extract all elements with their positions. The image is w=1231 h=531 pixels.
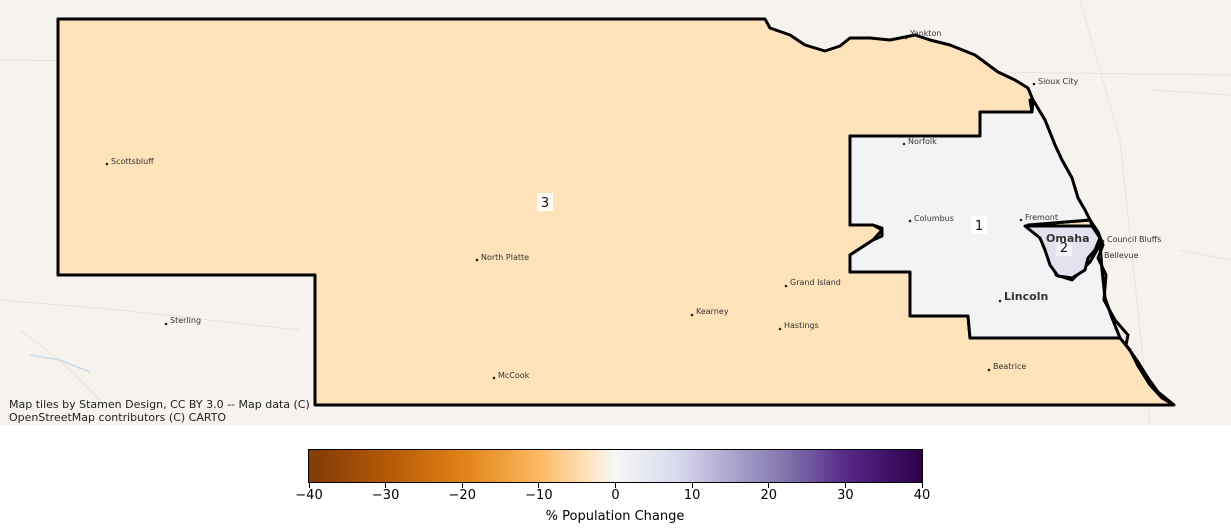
colorbar-tick (538, 483, 540, 488)
colorbar-tick-label: −30 (371, 488, 400, 503)
city-label-bellevue: Bellevue (1104, 251, 1139, 260)
colorbar-label: % Population Change (545, 509, 685, 524)
city-dot (904, 36, 908, 40)
district-3-label: 3 (541, 196, 549, 211)
city-dot (475, 258, 479, 262)
colorbar-tick-label: 0 (611, 488, 620, 503)
city-label-sioux-city: Sioux City (1038, 77, 1078, 86)
city-label-council-bluffs: Council Bluffs (1107, 235, 1161, 244)
city-label-lincoln: Lincoln (1004, 290, 1048, 303)
city-label-columbus: Columbus (914, 214, 954, 223)
city-label-yankton: Yankton (909, 29, 942, 38)
colorbar-tick-label: −40 (295, 488, 323, 503)
city-dot (492, 376, 496, 380)
city-label-grand-island: Grand Island (790, 278, 841, 287)
colorbar-tick (844, 483, 846, 488)
city-dot (105, 162, 109, 166)
colorbar-tick (385, 483, 387, 488)
city-dot (987, 368, 991, 372)
city-dot (690, 313, 694, 317)
colorbar-tick (308, 483, 310, 488)
district-1-label: 1 (975, 219, 983, 234)
city-dot (784, 284, 788, 288)
city-label-sterling: Sterling (170, 316, 201, 325)
colorbar-tick (461, 483, 463, 488)
basemap-river (29, 354, 91, 373)
colorbar-gradient (308, 449, 923, 483)
city-dot (164, 322, 168, 326)
district-labels: 3 1 2 (537, 193, 1072, 256)
city-label-mccook: McCook (498, 371, 530, 380)
city-dot (1019, 218, 1023, 222)
colorbar (308, 449, 923, 483)
city-dot (902, 142, 906, 146)
city-markers: Yankton Sioux City Norfolk Scottsbluff C… (105, 29, 1161, 380)
city-label-scottsbluff: Scottsbluff (111, 157, 154, 166)
colorbar-tick (691, 483, 693, 488)
city-dot (778, 327, 782, 331)
city-dot (1098, 255, 1102, 259)
colorbar-tick-label: 30 (837, 488, 854, 503)
colorbar-tick-label: 40 (913, 488, 931, 503)
colorbar-tick-label: −10 (525, 488, 553, 503)
colorbar-tick (615, 483, 616, 488)
state-boundary-east (1088, 219, 1175, 407)
city-dot (1101, 239, 1105, 243)
city-label-north-platte: North Platte (481, 253, 529, 262)
city-label-kearney: Kearney (696, 307, 729, 316)
city-label-hastings: Hastings (784, 321, 819, 330)
colorbar-tick-label: 10 (683, 488, 701, 503)
basemap-attribution: Map tiles by Stamen Design, CC BY 3.0 --… (9, 398, 310, 424)
colorbar-tick (921, 483, 923, 488)
colorbar-tick-label: 20 (760, 488, 778, 503)
colorbar-tick (768, 483, 770, 488)
city-dot (998, 299, 1002, 303)
district-2-label: 2 (1060, 241, 1068, 256)
colorbar-tick-label: −20 (448, 488, 476, 503)
city-dot (908, 219, 912, 223)
city-label-beatrice: Beatrice (993, 362, 1026, 371)
city-label-omaha: Omaha (1046, 232, 1090, 245)
city-dot (1032, 82, 1036, 86)
city-label-fremont: Fremont (1025, 213, 1058, 222)
city-label-norfolk: Norfolk (908, 137, 937, 146)
